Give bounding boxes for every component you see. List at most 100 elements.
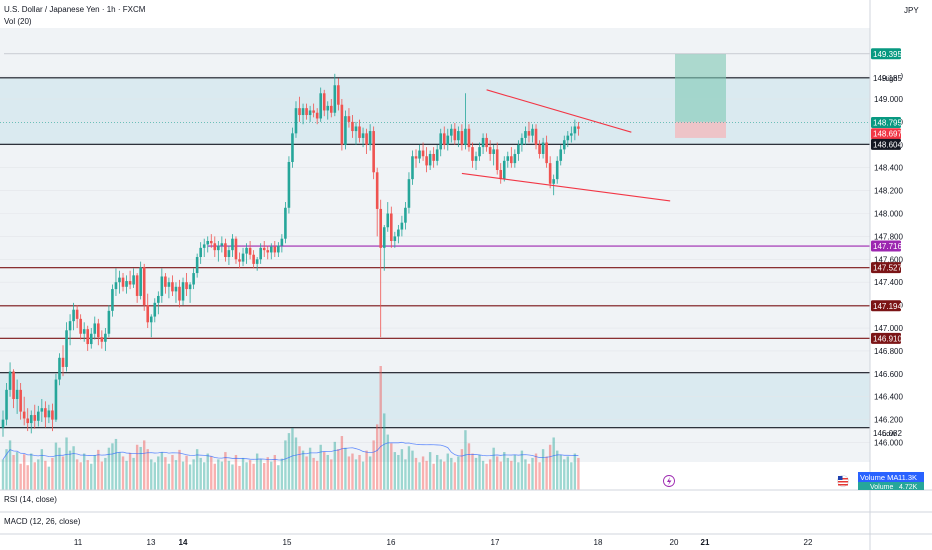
zone-band: [0, 77, 870, 145]
volume-value: 4.72K: [899, 484, 918, 491]
volume-bar: [37, 459, 40, 490]
y-axis-tick-label: 146.200: [874, 416, 903, 425]
volume-bar: [457, 456, 460, 490]
volume-bar: [545, 456, 548, 490]
volume-bar: [333, 441, 337, 490]
volume-bar: [375, 424, 379, 490]
volume-bar: [503, 452, 506, 490]
volume-bar: [513, 454, 517, 490]
volume-bar: [418, 462, 421, 490]
candle-body: [255, 259, 259, 264]
y-axis-tick-label: 149.000: [874, 95, 903, 104]
volume-bar: [393, 452, 397, 490]
volume-bar: [79, 462, 82, 490]
candle-body: [280, 238, 284, 246]
candle-body: [354, 126, 358, 132]
price-tag: 147.716: [871, 240, 902, 252]
volume-bar: [234, 454, 238, 490]
candle-body: [368, 131, 372, 145]
price-tag-background: [871, 128, 901, 140]
candle-body: [213, 243, 217, 251]
candle-body: [379, 208, 383, 248]
volume-bar: [527, 463, 531, 490]
candle-body: [513, 153, 517, 164]
volume-value-background: [896, 482, 924, 490]
x-axis-tick-label: 18: [594, 538, 603, 547]
candle-body: [421, 150, 425, 157]
volume-bar: [287, 433, 291, 490]
candle-body: [111, 289, 114, 311]
volume-bar: [146, 449, 149, 490]
candle-body: [262, 247, 266, 251]
volume-bar: [492, 447, 495, 490]
volume-bar: [372, 440, 375, 490]
candle-body: [531, 128, 534, 136]
candle-body: [573, 126, 577, 134]
volume-bar: [26, 465, 29, 490]
candle-body: [347, 116, 351, 122]
candle-body: [118, 277, 121, 283]
volume-bar: [217, 459, 220, 490]
candle-body: [372, 131, 375, 173]
candle-body: [365, 133, 368, 145]
volume-bar: [340, 436, 344, 490]
y-axis-tick-label: 148.200: [874, 187, 903, 196]
candle-body: [329, 105, 333, 113]
candle-body: [552, 179, 555, 184]
volume-bar: [259, 459, 262, 490]
volume-bar: [411, 450, 414, 490]
price-tag-label: 146.082: [873, 429, 902, 438]
volume-bar: [467, 443, 471, 490]
candle-body: [460, 131, 464, 145]
volume-bar: [496, 456, 499, 490]
candle-body: [499, 169, 503, 180]
volume-bar: [114, 438, 118, 490]
volume-bar: [488, 459, 492, 490]
volume-bar: [524, 459, 527, 490]
volume-bar: [82, 453, 86, 490]
volume-bar: [301, 450, 305, 490]
volume-bar: [231, 464, 234, 490]
volume-bar: [54, 442, 58, 490]
candle-body: [248, 247, 252, 255]
candle-body: [178, 286, 181, 301]
y-axis-tick-label: 146.600: [874, 370, 903, 379]
candle-body: [192, 273, 195, 285]
volume-bar: [22, 454, 26, 490]
volume-bar: [107, 447, 111, 490]
candle-body: [390, 213, 393, 241]
volume-bar: [65, 437, 68, 490]
trendline: [461, 172, 671, 202]
y-axis-tick-label: 147.000: [874, 324, 903, 333]
volume-bar: [294, 437, 298, 490]
volume-bar: [428, 452, 432, 490]
volume-bar: [181, 461, 185, 490]
candle-body: [570, 133, 573, 136]
volume-bar: [559, 454, 562, 490]
lightning-icon: [663, 475, 675, 487]
candle-body: [400, 222, 404, 230]
volume-bar: [44, 460, 47, 490]
candle-body: [188, 284, 192, 290]
candle-body: [93, 323, 97, 334]
volume-bar: [51, 457, 54, 490]
volume-bar: [178, 449, 181, 490]
candle-body: [51, 410, 54, 420]
candle-body: [312, 110, 315, 113]
volume-bar: [481, 460, 485, 490]
volume-bar: [534, 453, 538, 490]
rsi-pane-label: RSI (14, close): [4, 495, 57, 504]
volume-bar: [61, 456, 65, 490]
candle-body: [432, 153, 435, 161]
volume-bar: [185, 455, 188, 490]
candle-body: [284, 207, 287, 239]
volume-bar: [443, 461, 446, 490]
volume-bar: [478, 454, 481, 490]
volume-bar: [143, 440, 146, 490]
volume-bar: [241, 457, 245, 490]
currency-label[interactable]: JPY: [904, 6, 919, 15]
candle-body: [40, 408, 44, 412]
volume-bar: [97, 449, 100, 490]
zone-band: [0, 372, 870, 428]
